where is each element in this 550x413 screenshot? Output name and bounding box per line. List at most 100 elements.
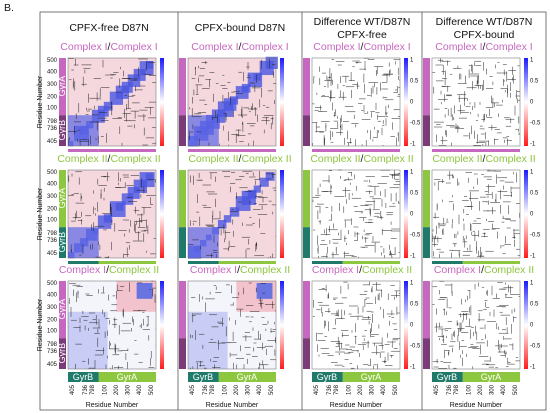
domain-bar — [59, 170, 66, 228]
heatmap-block — [68, 311, 108, 369]
heatmap-bg — [432, 170, 520, 258]
subtitle-separator: / — [108, 153, 111, 165]
colorbar — [160, 281, 164, 369]
subtitle-separator: / — [483, 153, 486, 165]
colorbar-tick-label: 1 — [530, 58, 534, 64]
domain-bar — [423, 115, 430, 146]
heatmap-border — [431, 57, 521, 147]
heatmap-border — [431, 169, 521, 259]
heatmap-texture — [312, 169, 400, 258]
heatmap-bg — [432, 281, 520, 369]
colorbar-tick-label: 0.5 — [410, 191, 419, 197]
x-tick-label: 405 — [434, 384, 440, 395]
heatmap-bg — [312, 170, 400, 258]
heatmap-block — [188, 227, 219, 258]
y-tick-label: 798 — [47, 231, 58, 237]
subtitle-part: Complex I — [110, 41, 157, 53]
colorbar-tick-label: 0.5 — [410, 79, 419, 85]
axis-label: Residue Number — [206, 402, 259, 409]
x-tick-label: 798 — [90, 384, 96, 395]
domain-bar — [303, 115, 310, 146]
subtitle-part: Complex I — [60, 41, 107, 53]
domain-bar — [462, 372, 520, 382]
x-tick-label: 200 — [114, 384, 120, 395]
domain-label: GyrB — [73, 372, 94, 382]
colorbar-tick-label: -0.5 — [410, 233, 421, 239]
domain-bar — [179, 338, 186, 369]
domain-bar — [188, 372, 219, 382]
colorbar-tick-label: -0.5 — [530, 233, 541, 239]
x-tick-label: 405 — [314, 384, 320, 395]
heatmap-block — [115, 202, 124, 211]
row-subtitle: Complex II/Complex II — [57, 153, 160, 165]
row-subtitle: Complex I/Complex II — [434, 264, 534, 276]
y-tick-label: 798 — [47, 342, 58, 348]
frame — [39, 11, 547, 411]
heatmap-block — [145, 60, 154, 69]
row-subtitle: Complex I/Complex II — [190, 264, 290, 276]
colorbar-tick-label: 0.5 — [530, 302, 539, 308]
domain-bar — [303, 58, 310, 116]
heatmap-block — [136, 283, 153, 299]
domain-bar — [98, 372, 156, 382]
domain-bar — [423, 170, 430, 228]
domain-bar — [179, 115, 186, 146]
domain-bar — [68, 372, 99, 382]
colorbar-tick-label: 1 — [410, 58, 414, 64]
x-tick-label: 405 — [190, 384, 196, 395]
heatmap-block — [217, 220, 227, 229]
subtitle-part: Complex I — [241, 41, 288, 53]
y-tick-label: 100 — [47, 106, 58, 112]
domain-bar — [423, 338, 430, 369]
heatmap-block — [229, 96, 239, 105]
domain-label: GyrB — [57, 232, 67, 253]
y-tick-label: 200 — [47, 317, 58, 323]
domain-bar — [342, 149, 400, 152]
subtitle-separator: / — [361, 41, 364, 53]
domain-bar — [303, 170, 310, 228]
y-tick-label: 100 — [47, 218, 58, 224]
y-tick-label: 400 — [47, 182, 58, 188]
x-tick-label: 300 — [125, 384, 131, 395]
domain-label: GyrB — [193, 372, 214, 382]
y-tick-label: 798 — [47, 119, 58, 125]
heatmap — [67, 280, 157, 370]
column-header: CPFX-bound — [454, 29, 515, 41]
domain-bar — [342, 372, 400, 382]
y-tick-label: 500 — [47, 170, 58, 176]
y-tick-label: 100 — [47, 329, 58, 335]
heatmap-border — [187, 280, 277, 370]
heatmap-block — [145, 173, 154, 181]
domain-bar — [188, 261, 219, 264]
domain-label: GyrB — [317, 372, 338, 382]
domain-label: GyrB — [57, 343, 67, 364]
y-tick-label: 405 — [47, 251, 58, 257]
heatmap — [311, 169, 401, 259]
heatmap-texture — [68, 171, 156, 258]
x-tick-label: 400 — [137, 384, 143, 395]
domain-bar — [342, 261, 400, 264]
colorbar — [404, 281, 408, 369]
heatmap — [431, 57, 521, 147]
colorbar-tick-label: 1 — [410, 281, 414, 287]
domain-bar — [432, 261, 463, 264]
y-tick-label: 736 — [47, 349, 58, 355]
colorbar — [524, 170, 528, 258]
heatmap-texture — [189, 59, 276, 146]
y-tick-label: 736 — [47, 126, 58, 132]
subtitle-part: Complex II — [310, 153, 360, 165]
domain-bar — [462, 261, 520, 264]
axis-label: Residue Number — [37, 187, 44, 240]
heatmap-block — [247, 189, 257, 199]
colorbar-tick-label: 0 — [410, 100, 414, 106]
y-tick-label: 500 — [47, 58, 58, 64]
subtitle-part: Complex II — [109, 264, 159, 276]
x-tick-label: 798 — [454, 384, 460, 395]
colorbar-tick-label: 0 — [530, 212, 534, 218]
heatmap — [431, 169, 521, 259]
colorbar-tick-label: 0 — [410, 323, 414, 329]
colorbar-tick-label: -1 — [410, 254, 416, 260]
x-tick-label: 300 — [489, 384, 495, 395]
subtitle-separator: / — [359, 264, 362, 276]
